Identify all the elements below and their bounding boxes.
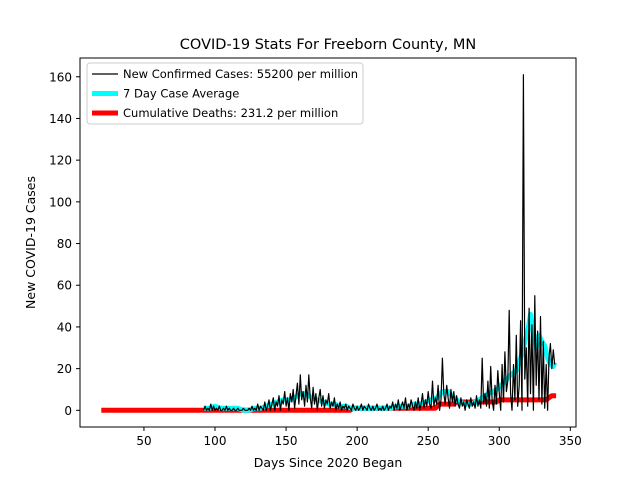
legend-label-new-cases: New Confirmed Cases: 55200 per million: [123, 67, 358, 81]
y-tick-label: 120: [49, 154, 72, 168]
y-tick-label: 0: [64, 404, 72, 418]
y-axis-label: New COVID-19 Cases: [23, 176, 38, 309]
x-tick-label: 350: [559, 434, 582, 448]
y-tick-label: 80: [57, 237, 72, 251]
legend-label-7day-average: 7 Day Case Average: [123, 87, 239, 101]
y-tick-label: 160: [49, 70, 72, 84]
legend-box: [86, 62, 364, 125]
y-tick-label: 20: [57, 362, 72, 376]
plot-frame: [79, 57, 577, 428]
legend-label-cumulative-deaths: Cumulative Deaths: 231.2 per million: [123, 106, 338, 120]
series-line-new-cases: [203, 74, 556, 411]
x-axis-label: Days Since 2020 Began: [254, 455, 403, 470]
x-tick-label: 100: [204, 434, 227, 448]
legend: New Confirmed Cases: 55200 per million 7 …: [86, 62, 364, 125]
x-tick-label: 250: [417, 434, 440, 448]
axes: 50 100 150 200 250 300 350 0 20 40 60 80 100 120 140 16…: [49, 70, 582, 448]
y-tick-label: 140: [49, 112, 72, 126]
x-tick-label: 200: [346, 434, 369, 448]
y-tick-label: 100: [49, 195, 72, 209]
y-tick-label: 60: [57, 279, 72, 293]
x-tick-label: 150: [275, 434, 298, 448]
chart-title: COVID-19 Stats For Freeborn County, MN: [180, 37, 476, 53]
x-tick-label: 50: [136, 434, 151, 448]
x-tick-label: 300: [488, 434, 511, 448]
plot-series: [101, 74, 558, 413]
y-tick-label: 40: [57, 320, 72, 334]
